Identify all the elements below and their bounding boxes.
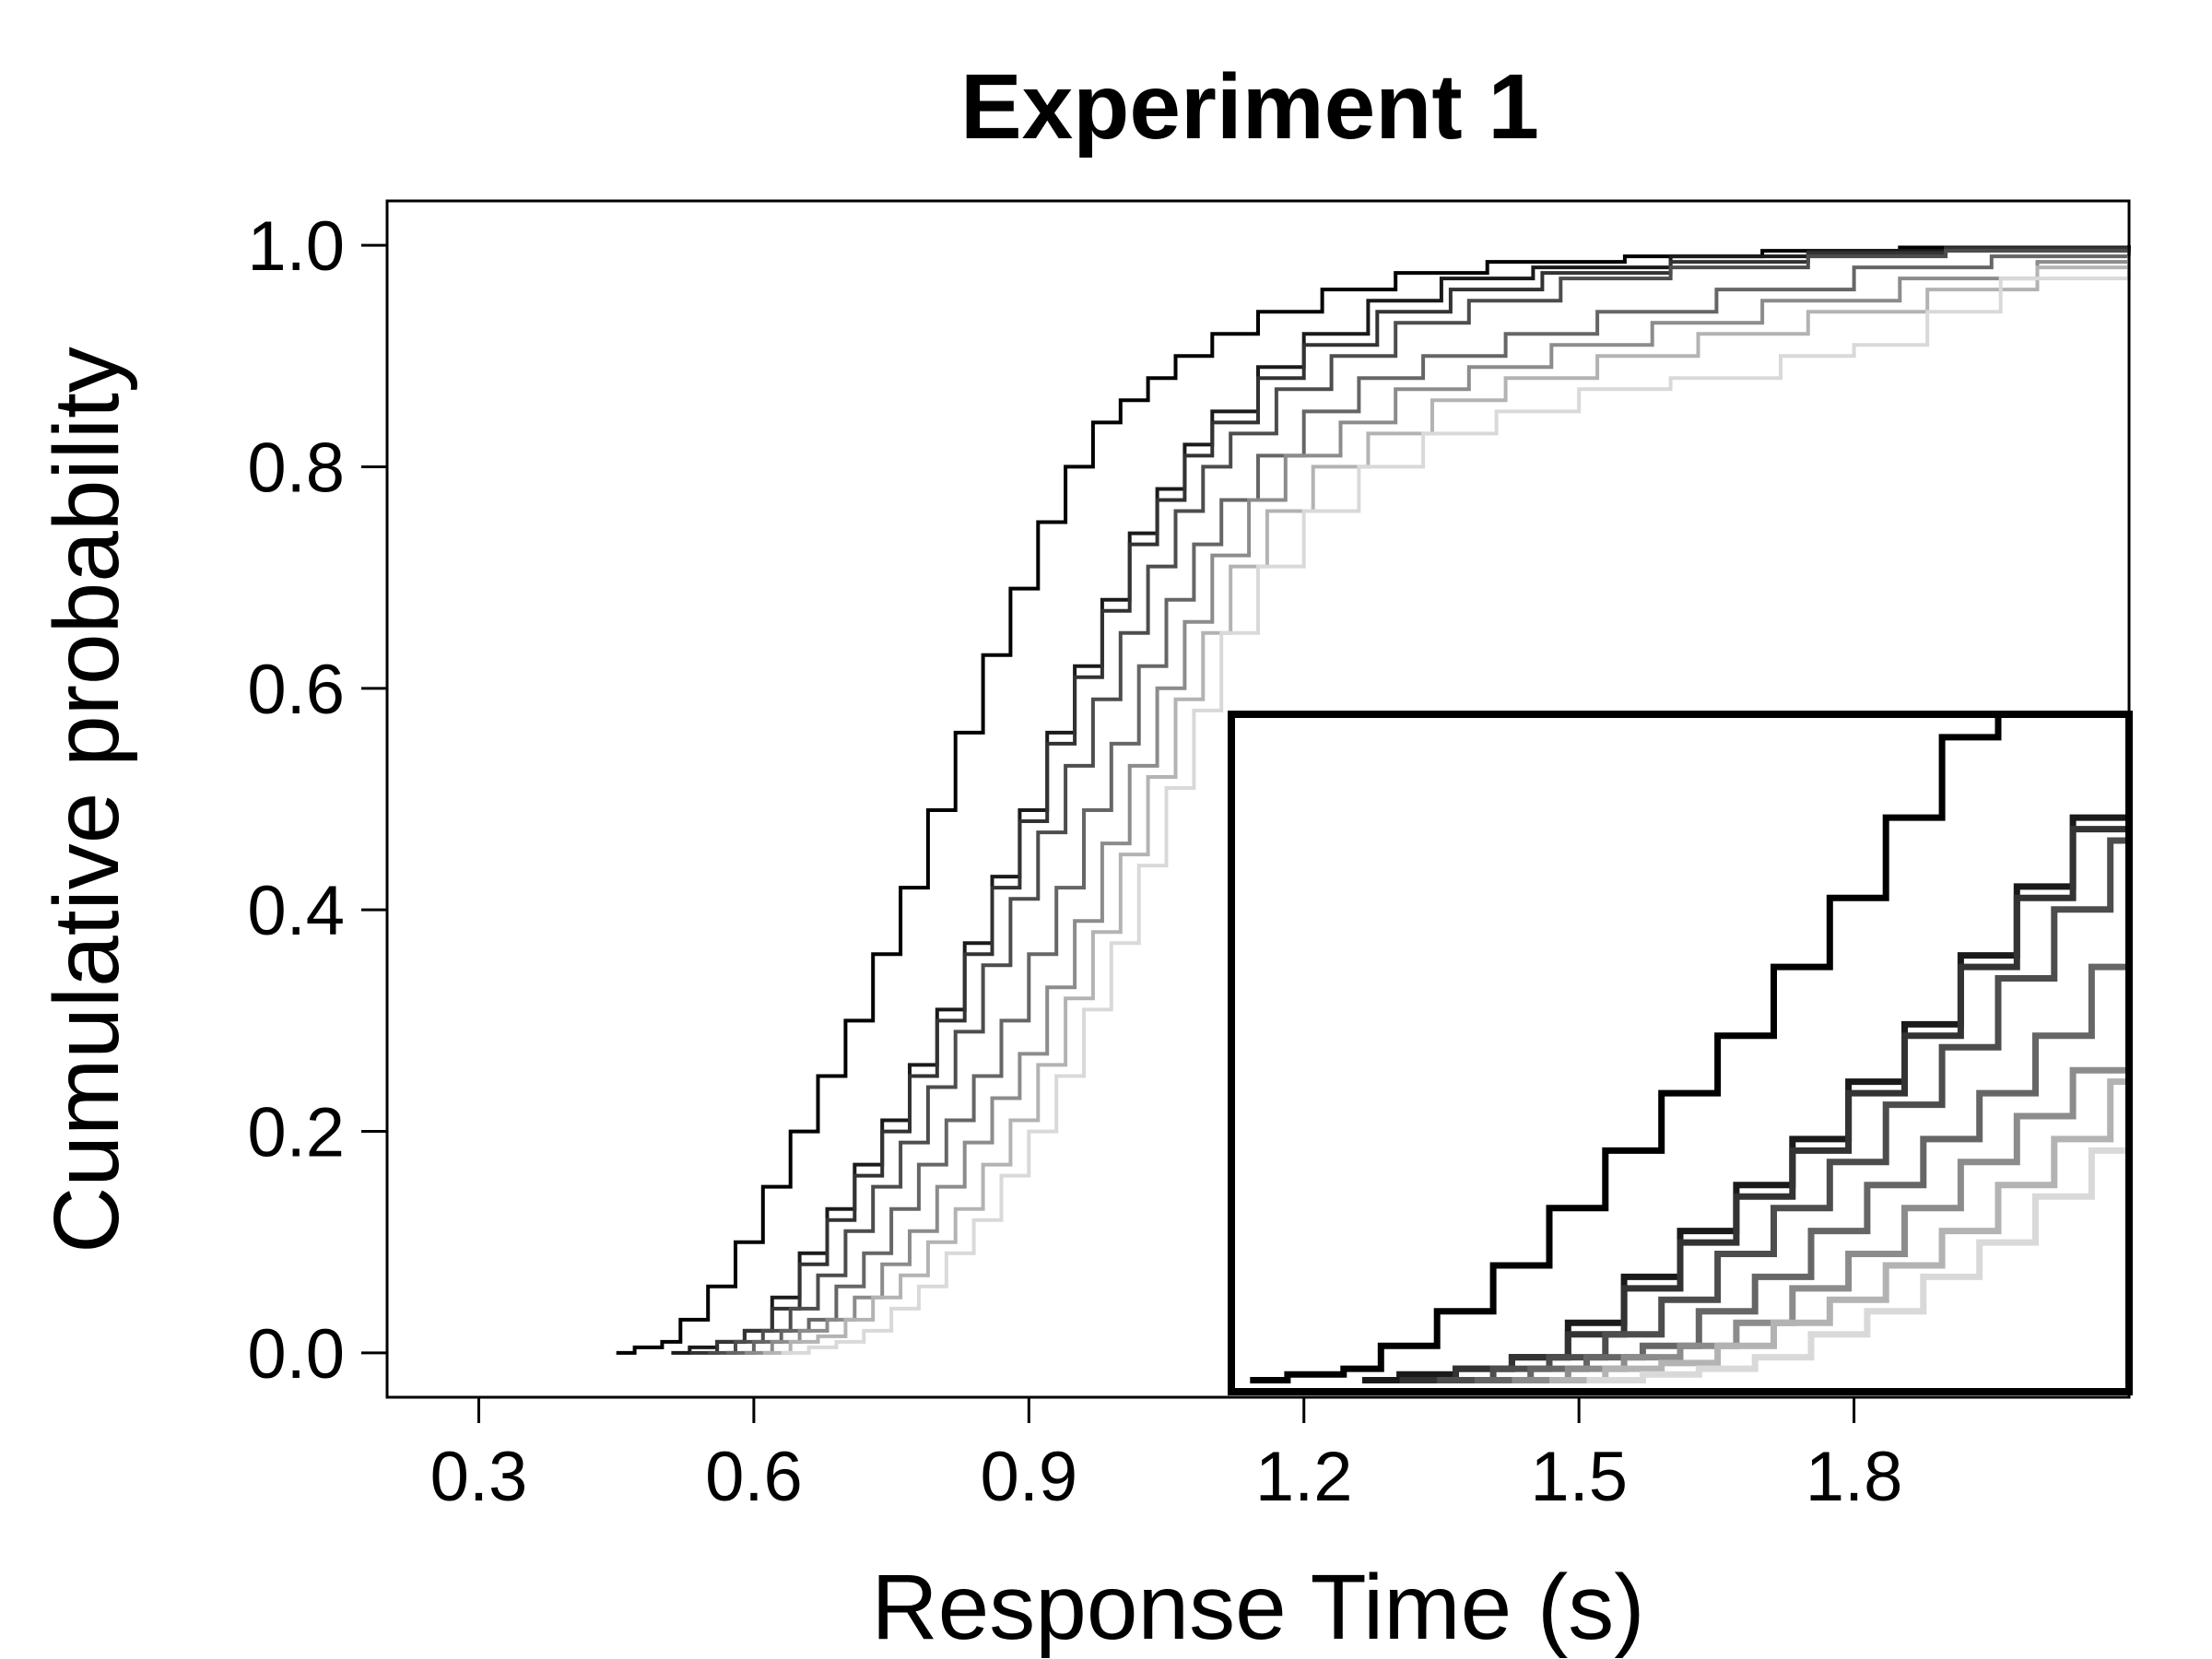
inset-series-line-4 (1437, 837, 2129, 1383)
inset-series-layer (1250, 714, 2129, 1383)
inset-zoom-panel (1228, 711, 2133, 1395)
inset-series-line-8 (1586, 1147, 2129, 1383)
series-line-1 (616, 245, 2131, 1355)
series-line-7 (762, 256, 2131, 1355)
y-tick-label: 0.4 (247, 872, 345, 950)
x-tick-label: 0.6 (705, 1438, 803, 1516)
x-tick-label: 0.9 (980, 1438, 1077, 1516)
inset-frame (1228, 711, 2133, 1395)
x-tick-label: 1.5 (1530, 1438, 1628, 1516)
series-line-5 (726, 251, 2131, 1355)
series-line-3 (689, 245, 2131, 1355)
series-line-8 (781, 256, 2131, 1355)
series-layer (616, 245, 2131, 1355)
x-tick-label: 0.3 (430, 1438, 528, 1516)
chart-title: Experiment 1 (960, 55, 1539, 159)
inset-series-line-3 (1399, 745, 2129, 1383)
x-axis-label: Response Time (s) (871, 1556, 1644, 1659)
series-line-4 (708, 248, 2131, 1355)
inset-series-line-5 (1474, 963, 2129, 1383)
x-tick-label: 1.2 (1255, 1438, 1353, 1516)
inset-series-line-6 (1512, 997, 2129, 1383)
y-tick-label: 0.8 (247, 429, 345, 507)
inset-series-line-1 (1250, 714, 2002, 1383)
x-tick-label: 1.8 (1806, 1438, 1903, 1516)
y-axis: 0.0 0.2 0.4 0.6 0.8 1.0 (247, 207, 387, 1394)
inset-series-line-7 (1549, 1078, 2129, 1383)
x-axis: 0.3 0.6 0.9 1.2 1.5 1.8 (430, 1397, 1903, 1516)
y-axis-label: Cumulative probability (35, 347, 138, 1253)
series-line-6 (744, 253, 2131, 1355)
y-tick-label: 0.0 (247, 1315, 345, 1394)
y-tick-label: 0.6 (247, 651, 345, 729)
y-tick-label: 0.2 (247, 1094, 345, 1172)
y-tick-label: 1.0 (247, 207, 345, 286)
